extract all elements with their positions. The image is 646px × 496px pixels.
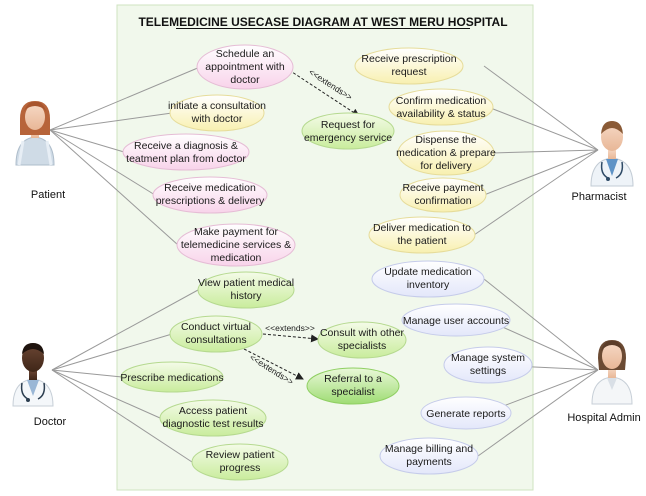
use-case-receive-medication[interactable]: Receive medication prescriptions & delive… [152, 176, 268, 214]
use-case-manage-billing[interactable]: Manage billing and payments [379, 437, 479, 475]
use-case-consult-specialists[interactable]: Consult with other specialists [317, 321, 407, 359]
use-case-confirm-availability[interactable]: Confirm medication availability & status [388, 88, 494, 126]
patient-figure-icon [15, 101, 55, 166]
actor-label-doctor: Doctor [34, 416, 67, 428]
use-case-receive-diagnosis[interactable]: Receive a diagnosis & teatment plan from … [122, 133, 250, 171]
pharmacist-figure-icon [590, 121, 634, 187]
use-case-receive-payment-confirmation[interactable]: Receive payment confirmation [399, 177, 487, 213]
use-case-manage-settings[interactable]: Manage system settings [443, 346, 533, 384]
use-case-access-test-results[interactable]: Access patient diagnostic test results [159, 399, 267, 437]
use-case-conduct-consultations[interactable]: Conduct virtual consultations [169, 315, 263, 353]
use-case-review-progress[interactable]: Review patient progress [191, 443, 289, 481]
actor-hospital-admin: Hospital Admin [567, 340, 641, 424]
use-case-view-history[interactable]: View patient medical history [197, 271, 295, 309]
use-case-referral-specialist[interactable]: Referral to a specialist [306, 367, 400, 405]
actor-label-pharmacist: Pharmacist [571, 191, 626, 203]
use-case-request-emergency[interactable]: Request for emergency service [301, 112, 395, 150]
extends-arrow-emergency [288, 69, 360, 117]
extends-arrow-referral [243, 348, 304, 380]
svg-text:Manage user accounts: Manage user accounts [403, 315, 509, 327]
use-case-initiate-consultation[interactable]: initiate a consultation with doctor [168, 94, 266, 132]
actor-patient: Patient [15, 101, 65, 201]
svg-text:Generate reports: Generate reports [426, 408, 505, 420]
use-case-generate-reports[interactable]: Generate reports [420, 396, 512, 430]
actor-label-patient: Patient [31, 189, 65, 201]
use-case-deliver-medication[interactable]: Deliver medication to the patient [368, 216, 476, 254]
extends-arrow-consult [262, 333, 319, 343]
diagram-title: TELEMEDICINE USECASE DIAGRAM AT WEST MER… [138, 15, 507, 29]
actor-label-hospital-admin: Hospital Admin [567, 412, 640, 424]
use-case-make-payment[interactable]: Make payment for telemedicine services & m… [176, 223, 296, 267]
extends-label-consult: <<extends>> [265, 323, 315, 333]
doctor-figure-icon [12, 343, 54, 407]
use-case-receive-prescription-request[interactable]: Receive prescription request [354, 47, 464, 85]
svg-text:Prescribe medications: Prescribe medications [120, 372, 223, 384]
svg-text:Receive a diagnosis &teatment: Receive a diagnosis & teatment plan from … [126, 140, 246, 165]
use-case-schedule-appointment[interactable]: Schedule an appointment with doctor [196, 44, 294, 90]
actor-doctor: Doctor [12, 343, 67, 428]
use-case-prescribe-medications[interactable]: Prescribe medications [120, 361, 224, 393]
actor-pharmacist: Pharmacist [571, 121, 634, 203]
use-case-dispense-medication[interactable]: Dispense the medication & prepare for deli… [396, 130, 496, 176]
use-case-manage-accounts[interactable]: Manage user accounts [401, 303, 511, 337]
association-lines [49, 65, 599, 463]
hospital-admin-figure-icon [591, 340, 633, 405]
use-cases: Schedule an appointment with doctor initia… [120, 44, 533, 481]
use-case-update-inventory[interactable]: Update medication inventory [371, 260, 485, 298]
